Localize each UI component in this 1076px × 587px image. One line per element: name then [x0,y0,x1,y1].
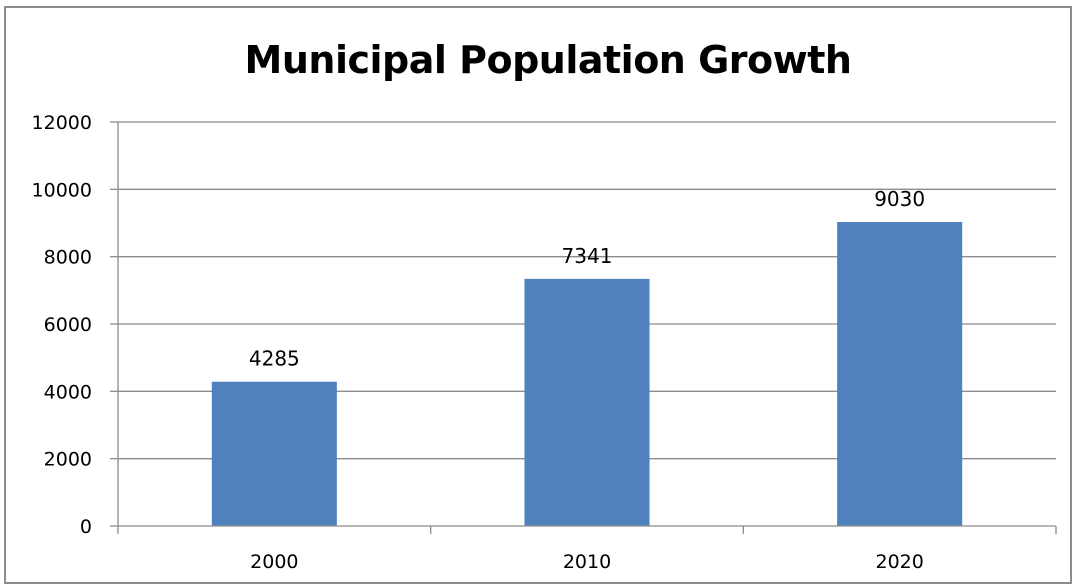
x-tick-label: 2010 [563,551,611,573]
y-tick-label: 8000 [44,247,92,269]
axes [110,121,1057,534]
bars [211,221,963,527]
data-label: 7341 [562,244,613,268]
bar [524,278,650,526]
data-label: 4285 [249,347,300,371]
bar [211,381,337,526]
y-tick-label: 10000 [32,179,92,201]
y-tick-label: 0 [80,516,92,538]
x-tick-label: 2020 [875,551,923,573]
y-tick-label: 6000 [44,314,92,336]
data-label: 9030 [874,187,925,211]
y-tick-label: 12000 [32,112,92,134]
chart-title: Municipal Population Growth [244,38,852,82]
labels: 0 2000 4000 6000 8000 10000 12000 4285 2000 7341 2… [32,112,926,573]
y-tick-label: 4000 [44,381,92,403]
y-tick-label: 2000 [44,449,92,471]
x-tick-label: 2000 [250,551,298,573]
bar [837,221,963,527]
